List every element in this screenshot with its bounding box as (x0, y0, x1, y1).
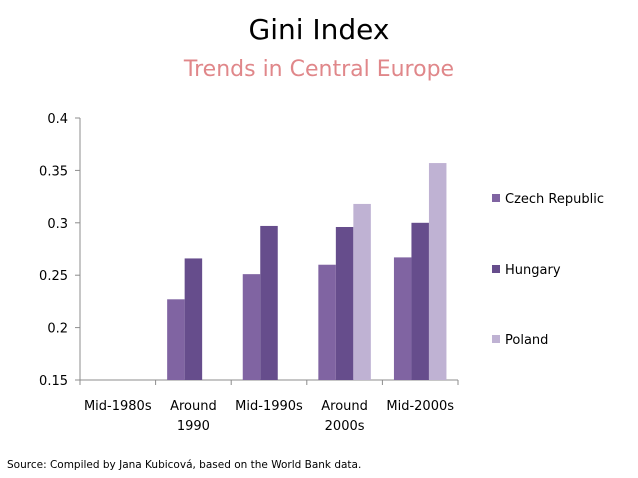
legend-swatch (492, 335, 500, 343)
x-tick-label: Mid-1980s (84, 399, 152, 414)
x-tick-label: Mid-1990s (235, 399, 303, 414)
y-tick-label: 0.15 (39, 374, 68, 389)
y-tick-label: 0.35 (39, 164, 68, 179)
legend-label: Hungary (505, 263, 561, 278)
x-tick-label: Mid-2000s (386, 399, 454, 414)
source-note: Source: Compiled by Jana Kubicová, based… (7, 459, 362, 471)
legend-swatch (492, 265, 500, 273)
bar (335, 226, 354, 380)
bar (318, 264, 336, 380)
y-tick-label: 0.2 (47, 322, 68, 337)
chart-title: Gini Index (248, 13, 390, 46)
bar (167, 299, 185, 380)
bar (260, 225, 278, 380)
bar (353, 203, 371, 380)
bar (184, 258, 203, 380)
bar (242, 274, 261, 380)
x-tick-label: Around 1990 (170, 399, 217, 434)
legend-swatch (492, 194, 500, 202)
y-tick-label: 0.25 (39, 269, 68, 284)
bar (411, 222, 429, 380)
legend-label: Czech Republic (505, 192, 604, 207)
x-tick-label: Around 2000s (321, 399, 368, 434)
legend-label: Poland (505, 333, 548, 348)
bar (428, 163, 447, 380)
chart-subtitle: Trends in Central Europe (183, 57, 455, 82)
y-tick-label: 0.3 (47, 217, 68, 232)
y-tick-label: 0.4 (47, 112, 68, 127)
bar (393, 257, 412, 380)
